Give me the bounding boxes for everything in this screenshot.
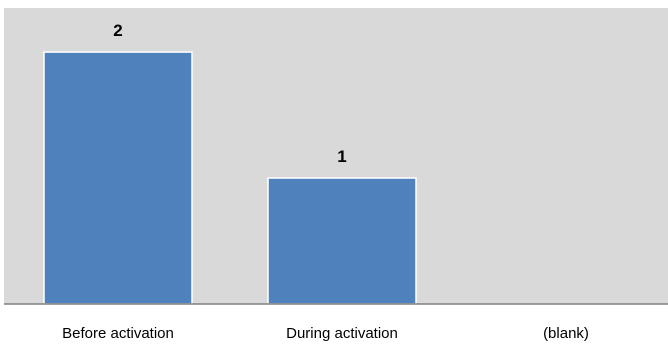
data-label-1: 2 bbox=[113, 21, 122, 40]
bar-2 bbox=[267, 177, 417, 305]
bar-1 bbox=[43, 51, 193, 305]
category-label-3: (blank) bbox=[543, 325, 589, 342]
data-label-2: 1 bbox=[337, 147, 346, 166]
category-label-2: During activation bbox=[286, 325, 398, 342]
category-label-1: Before activation bbox=[62, 325, 174, 342]
